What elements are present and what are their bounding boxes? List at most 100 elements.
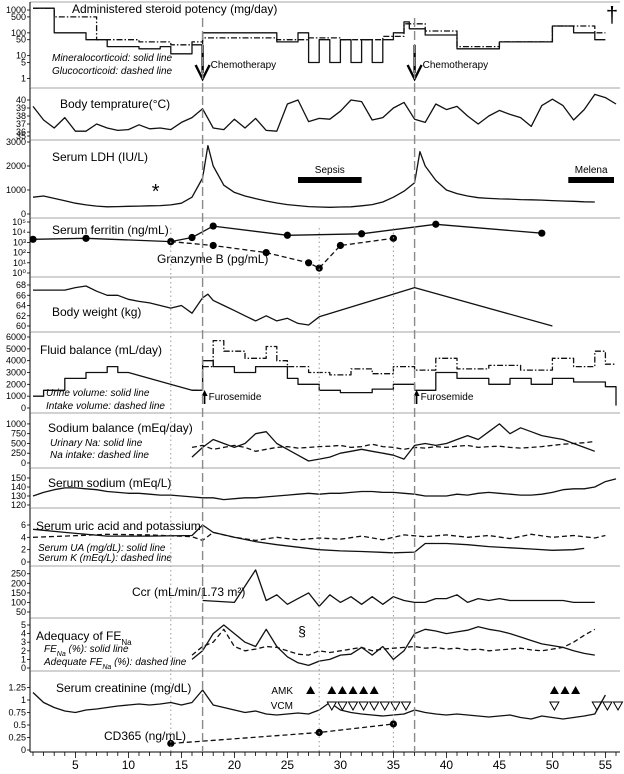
y-tick-label: 1 [21, 73, 26, 83]
y-tick-label: 120 [11, 500, 26, 510]
x-axis: 5 10 15 20 25 30 35 40 45 50 55 [30, 751, 620, 772]
y-tick-label: 2 [21, 646, 26, 656]
y-tick-label: 4 [21, 629, 26, 639]
x-tick-label: 45 [493, 758, 507, 772]
y-tick-label: 3000 [6, 368, 26, 378]
data-point-marker [315, 264, 323, 272]
series-line-serum-ua [32, 524, 585, 554]
y-tick-label: 0 [21, 557, 26, 567]
legend-subscript: Na [102, 664, 111, 671]
data-point-marker [29, 235, 37, 243]
vertical-markers [170, 18, 416, 752]
drug-marker-amk [327, 686, 337, 694]
panel-title: Serum LDH (IU/L) [52, 150, 148, 164]
x-tick-label: 40 [440, 758, 454, 772]
x-tick-label: 20 [228, 758, 242, 772]
panel-creatinine: 1.25 1 0.75 0.5 0.25 0 Serum creatinine (mg/dL… [8, 670, 624, 755]
y-tick-label: 1.25 [8, 683, 26, 693]
furosemide-label: Furosemide [209, 392, 262, 403]
x-tick-label: 30 [334, 758, 348, 772]
x-tick-label: 55 [599, 758, 613, 772]
y-tick-label: 150 [11, 588, 26, 598]
y-tick-label: 3 [21, 637, 26, 647]
series-line-cd365-ng-ml- [170, 723, 394, 745]
drug-marker-vcm [326, 701, 338, 712]
section-sign-annotation: § [298, 623, 306, 639]
y-tick-label: 66 [16, 290, 26, 300]
drug-marker-amk [571, 686, 581, 694]
y-tick-label: 0 [21, 745, 26, 755]
y-tick-label: 1 [21, 654, 26, 664]
y-tick-label: 0 [21, 663, 26, 673]
y-tick-label: 10³ [13, 237, 26, 247]
x-tick-label: 50 [546, 758, 560, 772]
drug-marker-amk [369, 686, 379, 694]
series-line-body-weight [33, 285, 553, 327]
y-tick-label: 250 [11, 569, 26, 579]
y-tick-label: 39 [16, 103, 26, 113]
event-bar-sepsis [298, 177, 362, 183]
granzyme-label: Granzyme B (pg/mL) [157, 252, 268, 266]
cd365-label: CD365 (ng/mL) [104, 729, 186, 743]
y-tick-label: 36 [16, 127, 26, 137]
panel-ldh: 3000 2000 1000 0 Serum LDH (IU/L) * Sepsis Mele… [6, 137, 620, 219]
y-tick-label: 0.5 [13, 720, 26, 730]
y-tick-label: 2000 [6, 161, 26, 171]
drug-marker-vcm [549, 701, 560, 712]
legend-tspan: (%): solid line [66, 644, 129, 655]
legend-text: Glucocorticoid: dashed line [52, 66, 173, 77]
y-tick-label: 6000 [6, 332, 26, 342]
y-tick-label: 0 [21, 209, 26, 219]
legend-subscript: Na [57, 651, 66, 658]
y-tick-label: 50 [16, 35, 26, 45]
drug-marker-amk [560, 686, 570, 694]
drug-label-amk: AMK [271, 686, 293, 697]
y-tick-label: 500 [11, 438, 26, 448]
y-tick-label: 5 [21, 620, 26, 630]
y-tick-label: 2 [21, 545, 26, 555]
data-point-marker [82, 234, 90, 242]
drug-marker-vcm [591, 701, 603, 712]
legend-text: Urinary Na: solid line [50, 438, 143, 449]
y-tick-label: 10¹ [13, 258, 26, 268]
y-tick-label: 10⁴ [12, 227, 26, 237]
y-tick-label: 0.75 [8, 708, 26, 718]
legend-text: FENa (%): solid line [44, 644, 129, 658]
death-dagger-annotation: † [606, 2, 618, 27]
series-line-body-temperature [32, 93, 617, 132]
panel-uric_acid_potassium: 6 4 2 0 Serum uric acid and potassium Serum U… [21, 507, 620, 567]
series-line-adequate-fe-na [191, 628, 596, 656]
x-tick-label: 10 [122, 758, 136, 772]
event-bar-melena [568, 177, 614, 183]
drug-marker-amk [306, 686, 316, 694]
panel-title: Sodium balance (mEq/day) [48, 421, 193, 435]
panel-title: Serum sodium (mEq/L) [48, 476, 171, 490]
furosemide-arrow-head [413, 390, 420, 396]
y-tick-label: 100 [11, 597, 26, 607]
y-tick-label: 100 [11, 28, 26, 38]
panel-title: Administered steroid potency (mg/day) [72, 2, 277, 16]
legend-tspan: FE [44, 644, 57, 655]
drug-marker-amk [348, 686, 358, 694]
legend-text: Adequate FENa (%): dashed line [43, 657, 187, 671]
panel-title: Body weight (kg) [52, 305, 141, 319]
y-tick-label: 68 [16, 280, 26, 290]
chemotherapy-label: Chemotherapy [211, 60, 277, 71]
x-tick-label: 15 [175, 758, 189, 772]
legend-tspan: Adequate FE [43, 657, 103, 668]
y-tick-label: 40 [16, 95, 26, 105]
drug-marker-vcm [358, 701, 369, 712]
y-tick-label: 0 [21, 458, 26, 468]
panel-title: Adequacy of FENa [36, 629, 132, 647]
y-tick-label: 1000 [6, 185, 26, 195]
series-line-fe-na [191, 624, 595, 667]
drug-marker-amk [359, 686, 369, 694]
panel-title: Body temprature(°C) [60, 97, 170, 111]
series-line-serum-ldh [32, 144, 595, 208]
drug-label-vcm: VCM [271, 701, 293, 712]
